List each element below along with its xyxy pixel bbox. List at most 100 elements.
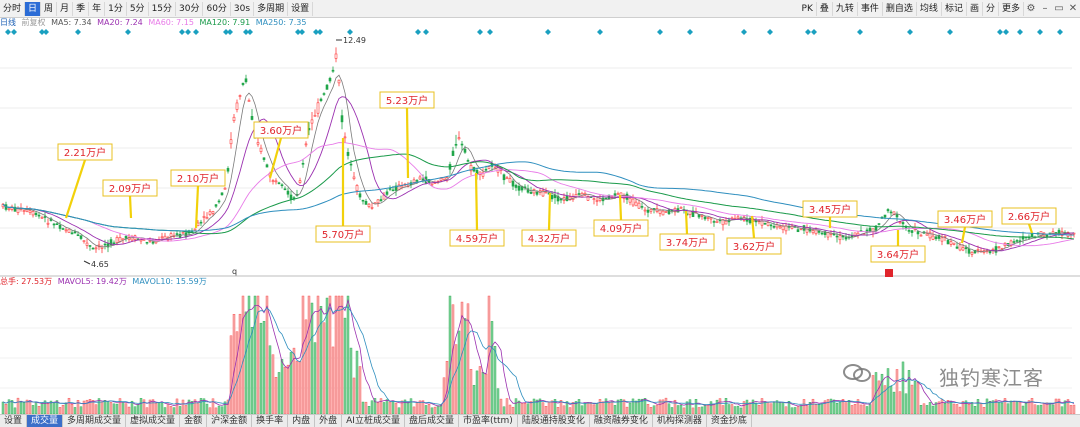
toolbar-right-button[interactable]: PK bbox=[799, 1, 817, 16]
period-button[interactable]: 月 bbox=[57, 1, 74, 16]
chart-type-label[interactable]: 日线 bbox=[0, 18, 16, 27]
toolbar-right-button[interactable]: 标记 bbox=[942, 1, 967, 16]
indicator-tab[interactable]: AI立桩成交量 bbox=[342, 415, 405, 427]
candle-body bbox=[322, 93, 326, 95]
period-button[interactable]: 15分 bbox=[149, 1, 177, 16]
toolbar-right-button[interactable]: 均线 bbox=[917, 1, 942, 16]
toolbar-right-button[interactable]: 更多 bbox=[999, 1, 1024, 16]
volume-bar bbox=[277, 372, 281, 414]
volume-bar bbox=[805, 405, 809, 414]
volume-bar bbox=[799, 405, 803, 414]
volume-bar bbox=[457, 330, 461, 414]
candle-body bbox=[643, 209, 647, 212]
period-button[interactable]: 60分 bbox=[203, 1, 231, 16]
period-button[interactable]: 设置 bbox=[288, 1, 314, 16]
volume-bars[interactable] bbox=[1, 295, 1076, 414]
candlesticks[interactable] bbox=[1, 47, 1076, 258]
candle-body bbox=[679, 206, 683, 209]
indicator-tab[interactable]: 融资融券变化 bbox=[590, 415, 653, 427]
period-button[interactable]: 周 bbox=[41, 1, 58, 16]
volume-bar bbox=[424, 405, 428, 414]
kline-chart[interactable]: 2.21万户 2.09万户 2.10万户 3.60万户 5.70万户 5.23万户 4.59… bbox=[0, 28, 1080, 414]
candle-body bbox=[766, 222, 770, 226]
volume-bar bbox=[1012, 401, 1016, 414]
indicator-tab[interactable]: 设置 bbox=[0, 415, 28, 427]
event-marker-icon bbox=[1037, 29, 1043, 35]
indicator-tab[interactable]: 成交量 bbox=[27, 415, 64, 427]
minimize-icon[interactable]: – bbox=[1042, 2, 1048, 14]
volume-bar bbox=[748, 402, 752, 414]
annotation-text: 3.60万户 bbox=[260, 124, 302, 137]
volume-bar bbox=[133, 406, 137, 414]
mavol5-line bbox=[2, 298, 1075, 407]
toolbar-right-button[interactable]: 分 bbox=[983, 1, 999, 16]
indicator-tab[interactable]: 市盈率(ttm) bbox=[459, 415, 518, 427]
period-button[interactable]: 1分 bbox=[105, 1, 127, 16]
volume-bar bbox=[583, 403, 587, 414]
indicator-tab[interactable]: 资金抄底 bbox=[707, 415, 752, 427]
event-marker-icon bbox=[223, 29, 229, 35]
volume-bar bbox=[721, 405, 725, 414]
toolbar-right-button[interactable]: 事件 bbox=[858, 1, 883, 16]
volume-bar bbox=[631, 398, 635, 414]
period-button[interactable]: 多周期 bbox=[254, 1, 289, 16]
volume-bar bbox=[628, 402, 632, 414]
candle-body bbox=[868, 227, 872, 232]
candle-body bbox=[346, 151, 350, 156]
candle-body bbox=[469, 165, 473, 172]
settings-icon[interactable]: ⚙ bbox=[1026, 2, 1036, 14]
period-button[interactable]: 5分 bbox=[127, 1, 149, 16]
volume-bar bbox=[94, 404, 98, 414]
volume-bar bbox=[622, 399, 626, 414]
candle-body bbox=[220, 192, 224, 196]
volume-bar bbox=[409, 398, 413, 414]
volume-bar bbox=[646, 404, 650, 414]
period-button[interactable]: 年 bbox=[89, 1, 106, 16]
ma5-line bbox=[2, 74, 1075, 253]
toolbar-right-button[interactable]: 叠 bbox=[817, 1, 833, 16]
period-button[interactable]: 30分 bbox=[176, 1, 204, 16]
candle-body bbox=[238, 95, 242, 97]
volume-bar bbox=[796, 406, 800, 414]
candle-body bbox=[28, 210, 32, 213]
indicator-tab[interactable]: 沪深金额 bbox=[207, 415, 253, 427]
candle-body bbox=[874, 225, 878, 231]
toolbar-right-button[interactable]: 删自选 bbox=[883, 1, 917, 16]
toolbar-right-button[interactable]: 九转 bbox=[833, 1, 858, 16]
indicator-tab[interactable]: 换手率 bbox=[252, 415, 289, 427]
adjust-label[interactable]: 前复权 bbox=[21, 18, 46, 27]
annotation-text: 2.66万户 bbox=[1008, 210, 1050, 223]
event-marker-icon bbox=[545, 29, 551, 35]
period-button[interactable]: 季 bbox=[73, 1, 90, 16]
indicator-tab[interactable]: 外盘 bbox=[315, 415, 343, 427]
volume-bar bbox=[427, 404, 431, 414]
period-button[interactable]: 日 bbox=[25, 1, 42, 16]
toolbar-right: PK 叠九转 事件 删自选 均线 标记画分更多 ⚙ – ▭ ✕ bbox=[799, 1, 1080, 16]
period-button[interactable]: 30s bbox=[231, 1, 255, 16]
maximize-icon[interactable]: ▭ bbox=[1054, 2, 1064, 14]
indicator-tab[interactable]: 多周期成交量 bbox=[63, 415, 127, 427]
event-markers[interactable] bbox=[5, 29, 1063, 35]
total-volume: 总手: 27.53万 bbox=[0, 277, 53, 286]
indicator-tab[interactable]: 机构探测器 bbox=[653, 415, 707, 427]
indicator-tab[interactable]: 陆股通持股变化 bbox=[518, 415, 590, 427]
volume-bar bbox=[436, 405, 440, 414]
volume-bar bbox=[634, 400, 638, 414]
volume-bar bbox=[28, 400, 32, 414]
candle-body bbox=[205, 217, 209, 220]
indicator-tab[interactable]: 虚拟成交量 bbox=[126, 415, 181, 427]
candle-body bbox=[709, 217, 713, 220]
volume-bar bbox=[544, 406, 548, 414]
volume-bar bbox=[607, 402, 611, 414]
indicator-tab[interactable]: 内盘 bbox=[288, 415, 316, 427]
close-icon[interactable]: ✕ bbox=[1068, 2, 1078, 14]
volume-bar bbox=[598, 399, 602, 414]
candle-body bbox=[334, 53, 338, 59]
volume-bar bbox=[919, 405, 923, 414]
indicator-tab[interactable]: 金额 bbox=[180, 415, 208, 427]
volume-bar bbox=[712, 404, 716, 414]
period-button[interactable]: 分时 bbox=[0, 1, 26, 16]
event-flag-icon[interactable] bbox=[885, 269, 893, 277]
toolbar-right-button[interactable]: 画 bbox=[967, 1, 983, 16]
indicator-tab[interactable]: 盘后成交量 bbox=[405, 415, 459, 427]
